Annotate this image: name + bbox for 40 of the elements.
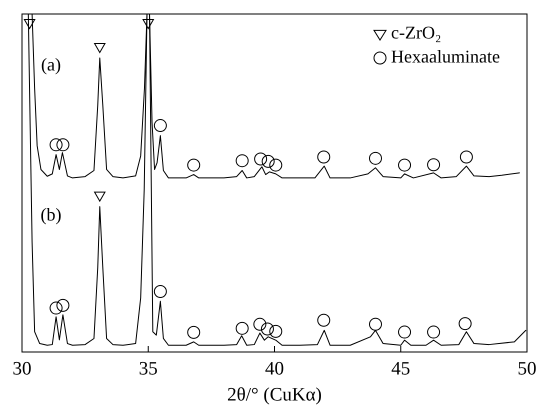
x-axis-title: 2θ/° (CuKα) xyxy=(227,384,322,406)
point xyxy=(253,318,266,331)
point xyxy=(317,150,330,164)
annotation: (b) xyxy=(40,204,62,225)
point xyxy=(458,317,472,330)
x-tick-label: 40 xyxy=(265,358,284,380)
point xyxy=(254,152,268,166)
point xyxy=(56,138,70,152)
point xyxy=(369,152,382,165)
point xyxy=(269,158,282,172)
point xyxy=(50,138,63,152)
point xyxy=(94,42,106,53)
point xyxy=(260,322,274,336)
point xyxy=(236,154,249,168)
point xyxy=(262,154,275,168)
point xyxy=(398,158,412,172)
point xyxy=(236,322,249,335)
point xyxy=(142,18,154,29)
point xyxy=(94,192,106,202)
point xyxy=(269,324,282,338)
annotation: (a) xyxy=(41,54,61,75)
point xyxy=(24,18,36,29)
x-tick-label: 30 xyxy=(12,358,32,380)
point xyxy=(187,158,200,172)
legend-label: c-ZrO₂ xyxy=(391,22,442,43)
point xyxy=(317,314,330,327)
point xyxy=(427,158,440,172)
legend-label: Hexaaluminate xyxy=(391,46,500,67)
point xyxy=(427,326,440,339)
point xyxy=(56,298,70,312)
point xyxy=(369,318,382,331)
point xyxy=(187,326,200,339)
point xyxy=(154,119,167,132)
point xyxy=(154,285,167,298)
point xyxy=(398,326,412,339)
x-tick-label: 50 xyxy=(518,358,536,380)
point xyxy=(50,302,63,315)
x-tick-label: 45 xyxy=(391,358,410,380)
point xyxy=(460,150,473,164)
x-tick-label: 35 xyxy=(138,358,158,380)
